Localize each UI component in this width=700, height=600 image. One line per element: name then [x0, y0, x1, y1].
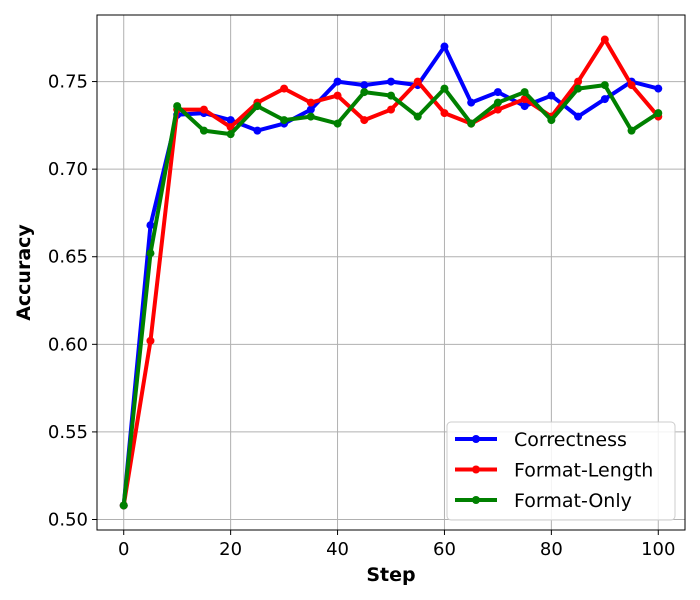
y-tick-label: 0.65: [48, 247, 88, 268]
data-point: [280, 84, 289, 93]
x-axis-title: Step: [366, 564, 415, 586]
data-point: [387, 91, 395, 100]
data-point: [654, 109, 663, 118]
data-point: [600, 35, 609, 44]
data-point: [360, 81, 369, 90]
y-tick-label: 0.60: [48, 334, 88, 355]
data-point: [333, 91, 342, 100]
x-tick-label: 60: [433, 539, 456, 560]
grid-lines: [97, 15, 685, 530]
series-format-only: [119, 81, 663, 510]
data-point: [199, 126, 208, 135]
data-point: [440, 42, 449, 51]
data-point: [306, 112, 315, 121]
x-tick-label: 80: [540, 539, 563, 560]
data-point: [493, 98, 502, 107]
data-point: [119, 501, 128, 510]
legend-swatch-marker: [472, 435, 480, 443]
data-point: [547, 116, 556, 125]
legend-label: Correctness: [514, 429, 627, 451]
data-point: [146, 249, 155, 258]
data-point: [627, 81, 636, 90]
data-point: [146, 336, 155, 345]
data-point: [387, 77, 395, 86]
data-point: [467, 98, 476, 107]
data-point: [440, 84, 449, 93]
data-point: [654, 84, 663, 93]
data-point: [333, 77, 342, 86]
x-tick-label: 40: [326, 539, 349, 560]
data-point: [253, 102, 262, 111]
data-point: [627, 126, 636, 135]
data-point: [600, 95, 609, 104]
x-tick-label: 20: [219, 539, 242, 560]
data-point: [547, 91, 556, 100]
data-point: [253, 126, 262, 135]
plot-area-frame: [96, 14, 686, 531]
series-layer: [119, 35, 663, 510]
data-point: [574, 112, 583, 121]
data-point: [574, 84, 583, 93]
data-point: [226, 130, 235, 139]
y-tick-label: 0.75: [48, 72, 88, 93]
data-point: [520, 102, 529, 111]
data-point: [574, 77, 583, 86]
legend: Correctness Format-Length Format-Only: [446, 421, 676, 521]
data-point: [226, 116, 235, 125]
data-point: [306, 98, 315, 107]
x-tick-label: 100: [641, 539, 675, 560]
data-point: [493, 88, 502, 97]
data-point: [280, 116, 289, 125]
data-point: [199, 105, 208, 114]
legend-swatch-marker: [472, 496, 480, 504]
data-point: [360, 88, 369, 97]
x-tick-label: 0: [118, 539, 129, 560]
legend-label: Format-Length: [514, 460, 653, 482]
y-axis-title: Accuracy: [13, 224, 35, 321]
y-tick-label: 0.70: [48, 159, 88, 180]
data-point: [413, 112, 422, 121]
legend-box: [446, 421, 676, 521]
data-point: [387, 105, 395, 114]
data-point: [467, 119, 476, 128]
data-point: [306, 105, 315, 114]
data-point: [333, 119, 342, 128]
data-point: [600, 81, 609, 90]
data-point: [146, 221, 155, 230]
data-point: [520, 88, 529, 97]
data-point: [493, 105, 502, 114]
y-tick-label: 0.55: [48, 422, 88, 443]
data-point: [440, 109, 449, 118]
y-tick-label: 0.50: [48, 509, 88, 530]
data-point: [173, 102, 182, 111]
data-point: [360, 116, 369, 125]
legend-swatch-marker: [472, 465, 480, 474]
data-point: [413, 77, 422, 86]
axis-ticks: 0 20 40 60 80 100 0.50 0.55 0.60 0.65 0.70 0.75: [48, 72, 676, 560]
legend-label: Format-Only: [514, 490, 632, 512]
